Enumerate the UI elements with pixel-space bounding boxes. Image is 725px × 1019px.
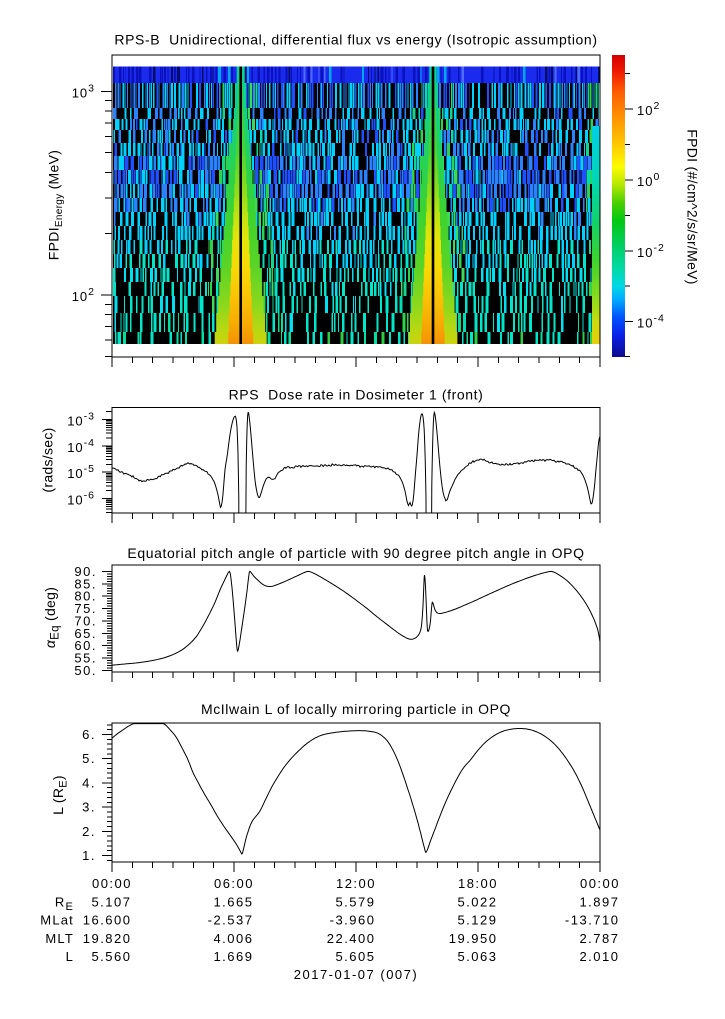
svg-text:McIlwain L of locally mirrorin: McIlwain L of locally mirroring particle… (201, 701, 511, 717)
svg-text:80.: 80. (74, 589, 97, 604)
svg-text:5.129: 5.129 (457, 913, 497, 928)
svg-text:6.: 6. (82, 727, 96, 742)
svg-text:-13.710: -13.710 (565, 913, 620, 928)
svg-text:19.820: 19.820 (83, 931, 132, 946)
svg-text:5.605: 5.605 (335, 949, 375, 964)
svg-text:3.: 3. (82, 800, 96, 815)
svg-text:19.950: 19.950 (449, 931, 498, 946)
svg-text:00:00: 00:00 (92, 876, 132, 891)
svg-text:RPS Dose rate in Dosimeter 1: RPS Dose rate in Dosimeter 1 (front) (229, 387, 484, 403)
svg-text:00:00: 00:00 (580, 876, 620, 891)
svg-text:90.: 90. (74, 564, 97, 579)
svg-text:2.787: 2.787 (579, 931, 619, 946)
svg-text:2.: 2. (82, 824, 96, 839)
svg-text:85.: 85. (74, 576, 97, 591)
svg-text:-3.960: -3.960 (330, 913, 376, 928)
svg-text:FPDI (#/cm^2/s/sr/MeV): FPDI (#/cm^2/s/sr/MeV) (685, 129, 701, 285)
svg-text:5.107: 5.107 (91, 894, 131, 909)
svg-text:FPDIEnergy (MeV): FPDIEnergy (MeV) (46, 150, 66, 260)
svg-text:18:00: 18:00 (458, 876, 498, 891)
svg-text:65.: 65. (74, 626, 97, 641)
svg-text:55.: 55. (74, 651, 97, 666)
svg-text:5.: 5. (82, 751, 96, 766)
svg-text:RPS-B Unidirectional, differe: RPS-B Unidirectional, differential flux … (114, 32, 597, 48)
svg-text:MLT: MLT (45, 931, 74, 946)
svg-text:50.: 50. (74, 663, 97, 678)
svg-text:1.669: 1.669 (213, 949, 253, 964)
svg-text:5.063: 5.063 (457, 949, 497, 964)
svg-text:06:00: 06:00 (214, 876, 254, 891)
svg-text:2.010: 2.010 (579, 949, 619, 964)
svg-text:1.: 1. (82, 848, 96, 863)
svg-text:22.400: 22.400 (327, 931, 376, 946)
svg-text:12:00: 12:00 (336, 876, 376, 891)
svg-text:2017-01-07 (007): 2017-01-07 (007) (294, 967, 418, 982)
svg-text:5.579: 5.579 (335, 894, 375, 909)
svg-text:-2.537: -2.537 (208, 913, 254, 928)
svg-text:60.: 60. (74, 638, 97, 653)
svg-text:4.006: 4.006 (213, 931, 253, 946)
svg-text:αEq (deg): αEq (deg) (42, 587, 62, 648)
svg-text:4.: 4. (82, 775, 96, 790)
svg-text:75.: 75. (74, 601, 97, 616)
svg-text:70.: 70. (74, 613, 97, 628)
svg-text:1.665: 1.665 (213, 894, 253, 909)
svg-text:(rads/sec): (rads/sec) (40, 427, 56, 492)
svg-text:5.022: 5.022 (457, 894, 497, 909)
svg-text:16.600: 16.600 (83, 913, 132, 928)
svg-text:1.897: 1.897 (579, 894, 619, 909)
svg-text:Equatorial pitch angle of part: Equatorial pitch angle of particle with … (127, 545, 584, 561)
svg-text:MLat: MLat (40, 913, 74, 928)
svg-text:L: L (66, 949, 74, 964)
svg-text:5.560: 5.560 (91, 949, 131, 964)
